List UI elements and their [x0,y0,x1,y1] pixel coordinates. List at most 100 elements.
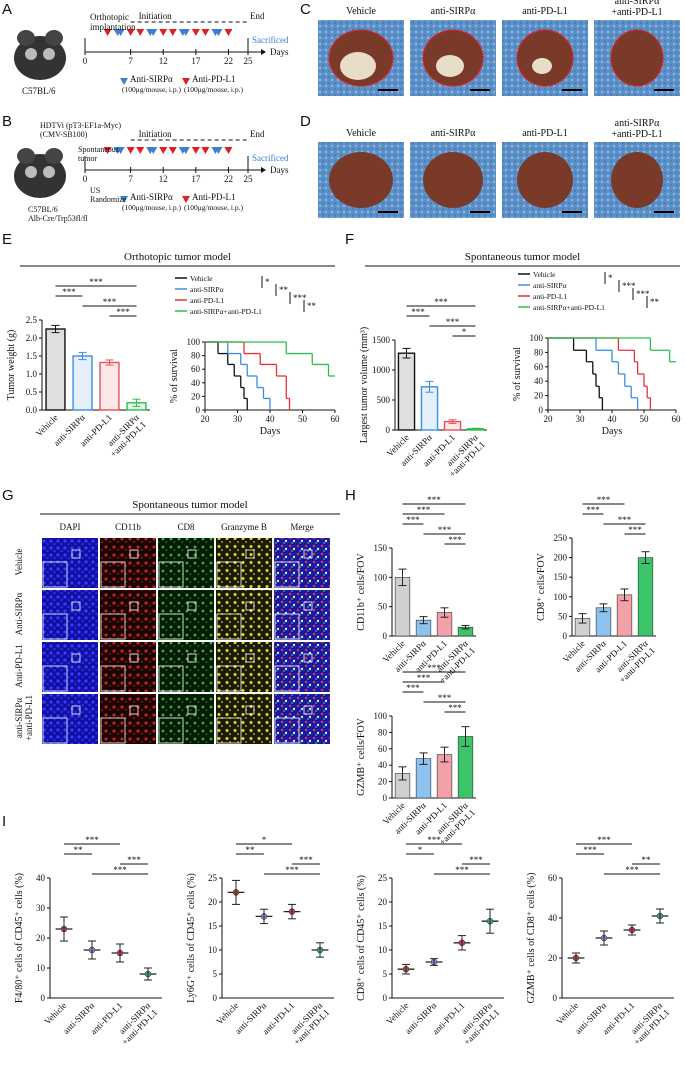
y-tick-label: 1.0 [26,369,38,379]
y-axis-label: Largest tumor volume (mm³) [359,327,370,443]
panel-letter: D [300,113,311,130]
x-tick-label: 20 [544,414,554,424]
y-tick-label: 0.0 [26,405,38,415]
roi-box [71,705,81,715]
inset [158,665,184,692]
y-tick-label: 10 [36,963,46,973]
column-label: Merge [290,522,313,532]
roi-box [71,549,81,559]
y-tick-label: 60 [534,362,544,372]
y-tick-label: 1500 [372,335,391,345]
tumor [532,58,552,74]
dose-triangle [116,29,125,36]
row-label: anti-SIRPα+anti-PD-L1 [14,695,34,741]
sig-label: *** [427,835,441,845]
x-tick-label: 60 [331,414,341,424]
roi-box [245,705,255,715]
inset [274,665,300,692]
condition-label: anti-PD-L1 [522,6,568,17]
y-axis-label: CD8⁺ cells/FOV [536,552,547,621]
x-tick-label: 50 [298,414,308,424]
y-axis-label: F4/80⁺ cells of CD45⁺ cells (%) [14,873,25,1003]
sig-label: *** [446,317,460,327]
legend-triangle [120,78,128,85]
dose-triangle [201,29,210,36]
sig-label: *** [625,865,639,875]
inset [274,613,300,640]
y-tick-label: 60 [378,744,388,754]
spontaneous-label: Spontaneous tumor [78,145,119,163]
legend-name: Anti-SIRPα [130,74,173,84]
x-tick-label: Vehicle [42,1000,68,1026]
arrow-head [261,167,266,173]
sig-label: *** [406,515,420,525]
x-tick-label: Vehicle [34,412,60,438]
y-axis-label: CD11b⁺ cells/FOV [356,553,367,631]
inset [216,613,242,640]
panel-letter: F [345,231,354,248]
row-label: Anti-PD-L1 [14,644,24,688]
inset [42,665,68,692]
legend-dose: (100μg/mouse, i.p.) [184,203,244,212]
y-tick-label: 50 [378,602,388,612]
sig-label: *** [417,673,431,683]
liver [329,152,393,208]
y-tick-label: 2.0 [26,333,38,343]
x-tick-label: 60 [672,414,682,424]
x-tick-label: 30 [576,414,586,424]
y-tick-label: 1000 [372,365,391,375]
x-tick-label: Vehicle [214,1000,240,1026]
y-axis-label: % of survival [169,349,180,403]
inset [274,561,300,588]
inset [158,717,184,744]
dose-triangle [103,147,112,154]
timeline-label: 17 [191,174,201,184]
mouse-eye [25,48,37,60]
roi-box [245,653,255,663]
y-tick-label: 100 [374,711,388,721]
y-tick-label: 20 [208,897,218,907]
sig-label: *** [448,703,462,713]
dose-triangle [126,147,135,154]
strain-label: C57BL/6 Alb-Cre/Trp53fl/fl [28,205,88,223]
liver [517,152,573,208]
sig-label: *** [469,855,483,865]
y-axis-label: Ly6G⁺ cells of CD45⁺ cells (%) [186,873,197,1003]
sig-label: *** [285,865,299,875]
y-tick-label: 10 [208,945,218,955]
bar [45,328,66,411]
row-label: Vehicle [14,549,24,576]
sig-label: *** [89,277,103,287]
y-axis-label: % of survival [512,347,523,401]
legend-label: anti-SIRPα+anti-PD-L1 [533,303,605,312]
hdtvi-label: HDTVi (pT3-EF1a-Myc) (CMV-SB100) [40,121,121,139]
y-tick-label: 80 [378,727,388,737]
y-tick-label: 60 [548,873,558,883]
dose-triangle [149,147,158,154]
legend-label: Vehicle [190,274,213,283]
x-tick-label: 30 [233,414,243,424]
panel-letter: C [300,1,311,18]
sig-label: *** [438,525,452,535]
timeline-label: 22 [224,174,233,184]
sig-label: *** [438,693,452,703]
y-tick-label: 150 [374,543,388,553]
legend-name: Anti-PD-L1 [192,74,236,84]
sig-label: ** [642,855,652,865]
inset [100,665,126,692]
bar [397,352,416,431]
y-tick-label: 0 [563,631,568,641]
condition-label: anti-SIRPα [431,6,476,17]
roi-box [303,549,313,559]
panel-letter: H [345,487,356,504]
inset [158,561,184,588]
legend-label: anti-PD-L1 [533,292,567,301]
sig-label: *** [455,865,469,875]
y-tick-label: 5 [213,969,218,979]
days-label: Days [270,47,289,57]
bar [72,355,93,411]
row-label: Anti-SIRPα [14,592,24,635]
inset [100,561,126,588]
sig-label: *** [597,495,611,505]
dose-triangle [159,147,168,154]
